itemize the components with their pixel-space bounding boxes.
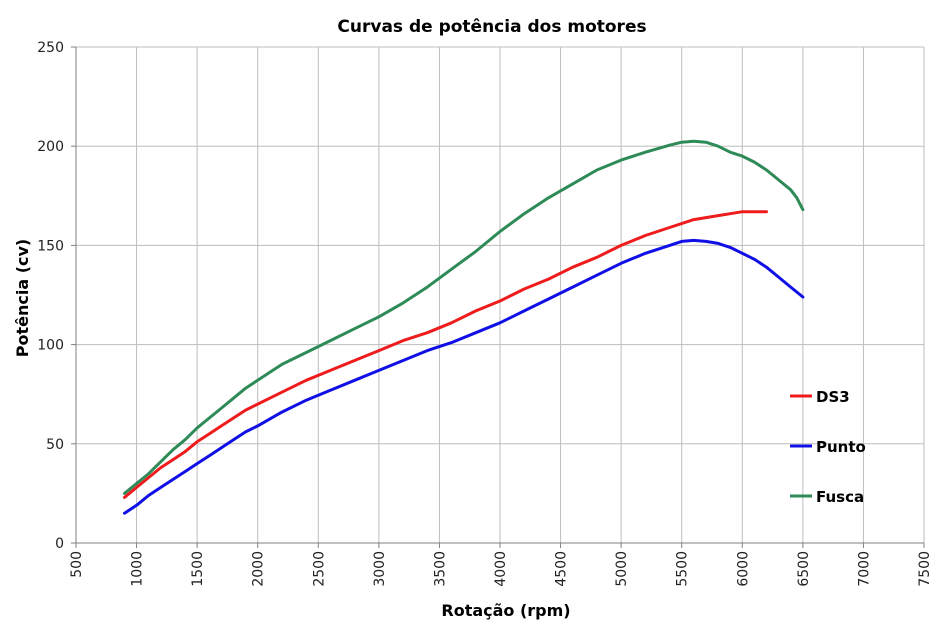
y-axis-ticks: 0 50 100 150 200 250 xyxy=(37,40,64,552)
grid xyxy=(75,46,925,544)
legend-label-ds3: DS3 xyxy=(816,388,850,406)
x-tick-label: 3500 xyxy=(432,551,448,587)
x-tick-label: 6000 xyxy=(735,551,751,587)
x-axis-ticks: 500 1000 1500 2000 2500 3000 3500 4000 4500 5000 5… xyxy=(69,551,933,587)
x-tick-label: 1500 xyxy=(190,551,206,587)
legend-label-fusca: Fusca xyxy=(816,488,864,506)
x-tick-label: 3000 xyxy=(372,551,388,587)
series-line-ds3 xyxy=(123,210,768,499)
legend-label-punto: Punto xyxy=(816,438,866,456)
x-tick-label: 4000 xyxy=(493,551,509,587)
x-tick-label: 5000 xyxy=(614,551,630,587)
y-tick-label: 50 xyxy=(46,437,64,453)
x-tick-label: 2000 xyxy=(251,551,267,587)
y-axis-title: Potência (cv) xyxy=(13,239,32,357)
x-tick-label: 4500 xyxy=(554,551,570,587)
chart-title: Curvas de potência dos motores xyxy=(337,17,646,37)
axes xyxy=(71,46,925,548)
series xyxy=(123,139,805,515)
x-tick-label: 7500 xyxy=(917,551,933,587)
x-tick-label: 6500 xyxy=(796,551,812,587)
y-tick-label: 250 xyxy=(37,40,64,56)
x-tick-label: 7000 xyxy=(856,551,872,587)
x-tick-label: 5500 xyxy=(675,551,691,587)
legend: DS3 Punto Fusca xyxy=(790,388,866,506)
x-tick-label: 2500 xyxy=(311,551,327,587)
x-tick-label: 1000 xyxy=(130,551,146,587)
y-tick-label: 0 xyxy=(55,536,64,552)
series-line-punto xyxy=(123,238,805,515)
x-tick-label: 500 xyxy=(69,551,85,578)
series-line-fusca xyxy=(123,139,805,495)
y-tick-label: 200 xyxy=(37,139,64,155)
y-tick-label: 150 xyxy=(37,238,64,254)
x-axis-title: Rotação (rpm) xyxy=(441,601,570,620)
y-tick-label: 100 xyxy=(37,338,64,354)
